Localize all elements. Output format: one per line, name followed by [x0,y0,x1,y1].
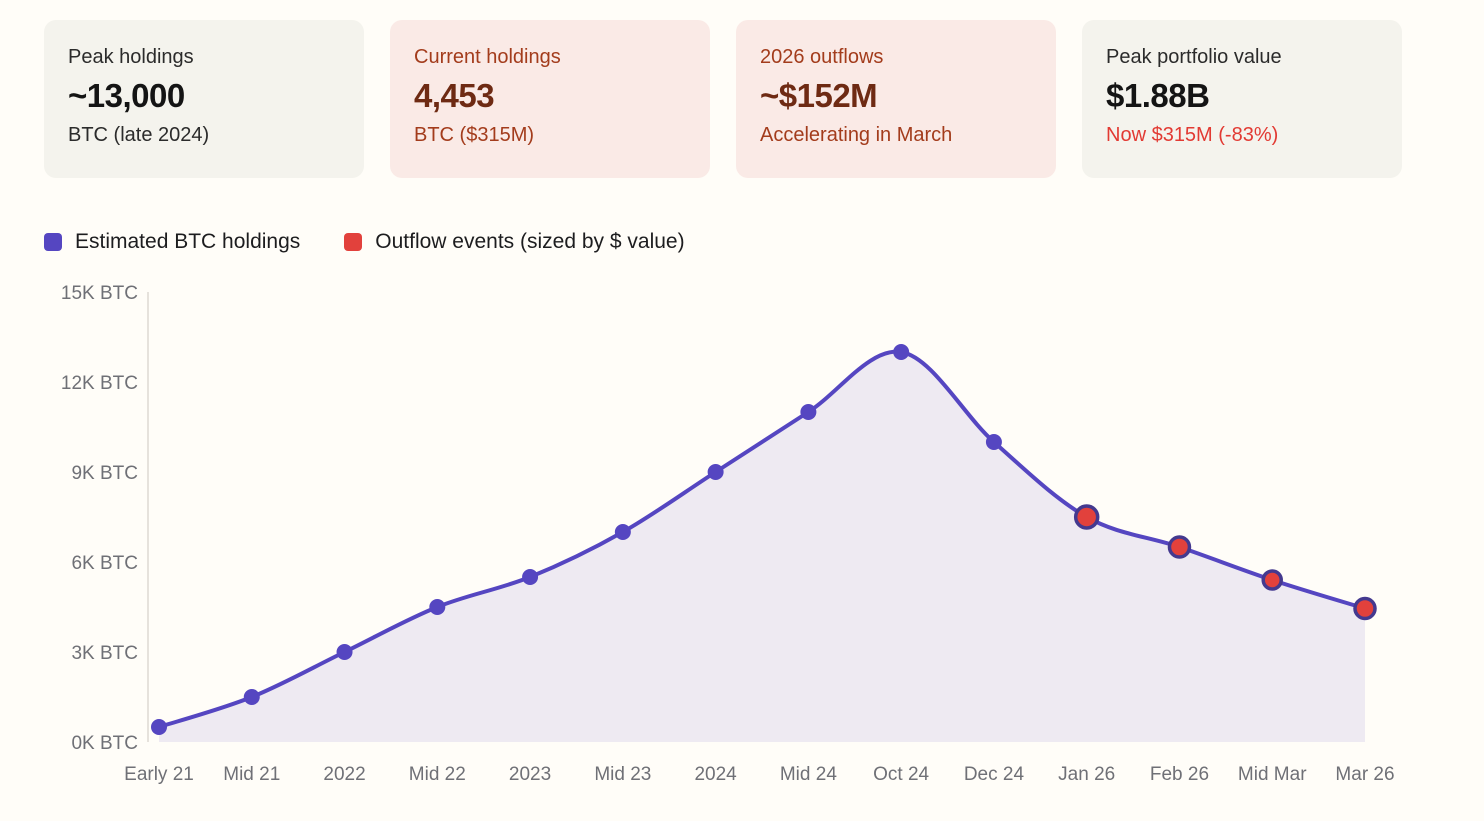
stat-title: Peak holdings [68,46,194,68]
outflow-event-point[interactable] [1353,596,1377,621]
stat-value: 4,453 [414,77,495,114]
x-tick-label: Dec 24 [964,764,1025,785]
y-tick-label: 9K BTC [71,463,138,484]
holdings-area [159,351,1365,742]
x-tick-label: Mar 26 [1335,764,1394,785]
y-tick-label: 0K BTC [71,733,138,754]
x-tick-label: 2023 [509,764,551,785]
y-tick-label: 15K BTC [61,283,138,304]
outflows-swatch-icon [344,233,363,251]
x-tick-label: Mid 21 [223,764,280,785]
holdings-point[interactable] [985,434,1002,450]
stat-subtitle: Now $315M (-83%) [1106,124,1279,146]
holdings-point[interactable] [522,569,539,585]
legend-label: Estimated BTC holdings [75,230,301,253]
outflow-event-point[interactable] [1073,504,1100,530]
holdings-point[interactable] [614,524,631,540]
stat-value: ~13,000 [68,77,185,114]
x-tick-label: Feb 26 [1150,764,1209,785]
stat-subtitle: Accelerating in March [760,124,953,146]
chart-legend: Estimated BTC holdings Outflow events (s… [44,230,1484,254]
stat-card-peak-portfolio-value: Peak portfolio value $1.88B Now $315M (-… [1082,20,1402,178]
x-tick-label: Jan 26 [1058,764,1115,785]
holdings-swatch-icon [44,233,62,251]
stat-title: Current holdings [414,46,561,68]
stat-subtitle: BTC ($315M) [414,124,535,146]
holdings-point[interactable] [243,689,260,705]
holdings-line [157,349,1367,729]
x-tick-label: 2022 [323,764,365,785]
y-tick-label: 3K BTC [71,643,138,664]
chart-area: 0K BTC 3K BTC 6K BTC 9K BTC 12K BTC 15K BTC Ea… [0,266,1484,821]
x-tick-label: Mid 23 [594,764,651,785]
x-tick-label: Early 21 [124,764,194,785]
stat-value: $1.88B [1106,77,1210,114]
stats-row: Peak holdings ~13,000 BTC (late 2024) Cu… [0,0,1484,178]
stat-card-current-holdings: Current holdings 4,453 BTC ($315M) [390,20,710,178]
outflow-event-point[interactable] [1261,569,1283,591]
holdings-point[interactable] [893,344,910,360]
x-tick-label: 2024 [694,764,737,785]
outflow-event-point[interactable] [1167,535,1192,559]
stat-value: ~$152M [760,77,878,114]
holdings-point[interactable] [429,599,446,615]
y-tick-label: 12K BTC [61,373,138,394]
legend-item-outflows[interactable]: Outflow events (sized by $ value) [344,230,685,254]
stat-title: Peak portfolio value [1106,46,1282,68]
holdings-chart: 0K BTC 3K BTC 6K BTC 9K BTC 12K BTC 15K BTC Ea… [61,283,1395,785]
holdings-point[interactable] [151,719,167,735]
x-tick-label: Mid Mar [1238,764,1307,785]
legend-label: Outflow events (sized by $ value) [375,230,685,253]
stat-card-2026-outflows: 2026 outflows ~$152M Accelerating in Mar… [736,20,1056,178]
x-tick-label: Mid 24 [780,764,837,785]
stat-card-peak-holdings: Peak holdings ~13,000 BTC (late 2024) [44,20,364,178]
y-tick-label: 6K BTC [71,553,138,574]
x-tick-label: Oct 24 [873,764,929,785]
holdings-point[interactable] [800,404,817,420]
holdings-point[interactable] [707,464,724,480]
x-tick-label: Mid 22 [409,764,466,785]
stat-title: 2026 outflows [760,46,884,68]
holdings-point[interactable] [336,644,353,660]
stat-subtitle: BTC (late 2024) [68,124,210,146]
legend-item-holdings[interactable]: Estimated BTC holdings [44,230,300,254]
